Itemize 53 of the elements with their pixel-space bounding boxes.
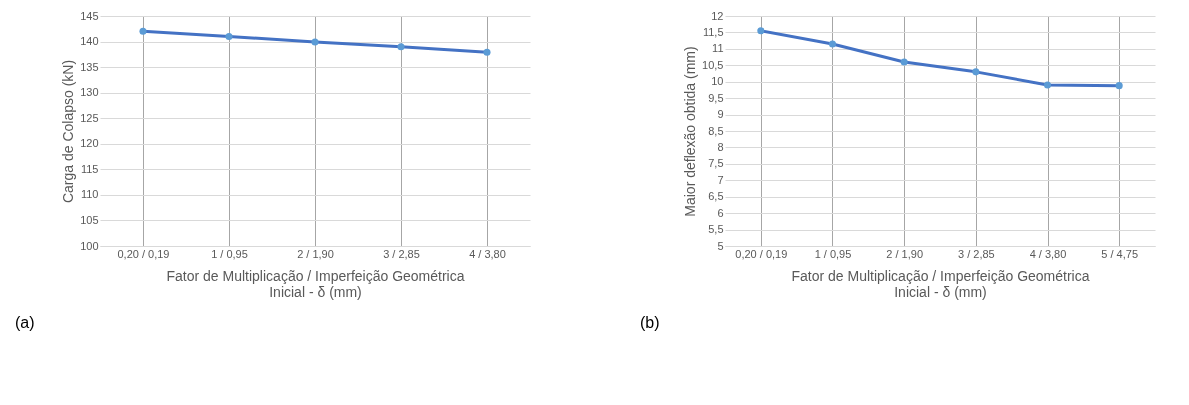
y-tick-label: 6,5: [708, 190, 724, 203]
x-tick-label: 2 / 1,90: [886, 247, 924, 260]
y-axis-title: Maior deflexão obtida (mm): [682, 46, 699, 217]
y-tick-label: 130: [80, 86, 99, 99]
y-tick-label: 10: [711, 75, 724, 88]
point: [1115, 82, 1123, 90]
y-tick-label: 145: [80, 9, 99, 22]
x-tick-label: 0,20 / 0,19: [117, 247, 170, 260]
x-tick-label: 2 / 1,90: [297, 247, 334, 260]
y-tick-label: 110: [80, 188, 99, 201]
point: [900, 58, 908, 66]
x-axis-title: Fator de Multiplicação / Imperfeição Geométrica Inicial - δ (mm): [166, 267, 465, 300]
y-axis-title: Carga de Colapso (kN): [60, 59, 77, 204]
text: (b): [640, 314, 660, 331]
x-tick-label: 3 / 2,85: [383, 247, 420, 260]
point: [225, 32, 233, 40]
y-tick-label: 5,5: [708, 223, 724, 236]
y-tick-label: 140: [80, 35, 99, 48]
y-tick-label: 5: [717, 239, 724, 252]
point: [397, 43, 405, 51]
y-tick-label: 105: [80, 213, 99, 226]
point: [483, 48, 491, 56]
y-tick-label: 9,5: [708, 91, 724, 104]
y-tick-label: 120: [80, 137, 99, 150]
y-tick-label: 9: [717, 108, 724, 121]
y-tick-label: 8: [717, 140, 724, 153]
y-tick-label: 100: [80, 239, 99, 252]
y-tick-label: 6: [717, 206, 724, 219]
x-tick-label: 0,20 / 0,19: [735, 247, 788, 260]
y-tick-label: 11: [712, 42, 724, 55]
point: [311, 38, 319, 46]
point: [139, 27, 147, 35]
x-tick-label: 5 / 4,75: [1101, 247, 1139, 260]
point: [972, 68, 980, 76]
point: [757, 27, 765, 35]
y-tick-label: 11,5: [702, 25, 724, 38]
y-tick-label: 7,5: [708, 157, 724, 170]
y-tick-label: 7: [717, 173, 724, 186]
point: [828, 40, 837, 48]
x-tick-label: 3 / 2,85: [957, 247, 995, 260]
x-axis-title: Fator de Multiplicação / Imperfeição Geométrica Inicial - δ (mm): [791, 267, 1090, 300]
text: (a): [15, 314, 35, 331]
point: [1043, 81, 1052, 89]
x-tick-label: 4 / 3,80: [1029, 247, 1067, 260]
y-tick-label: 8,5: [708, 124, 724, 137]
y-tick-label: 12: [711, 9, 724, 22]
y-tick-label: 125: [80, 111, 99, 124]
y-tick-label: 115: [80, 162, 99, 175]
x-tick-label: 1 / 0,95: [211, 247, 248, 260]
x-tick-label: 4 / 3,80: [469, 247, 506, 260]
y-tick-label: 135: [80, 60, 99, 73]
x-tick-label: 1 / 0,95: [814, 247, 852, 260]
y-tick-label: 10,5: [702, 58, 724, 71]
